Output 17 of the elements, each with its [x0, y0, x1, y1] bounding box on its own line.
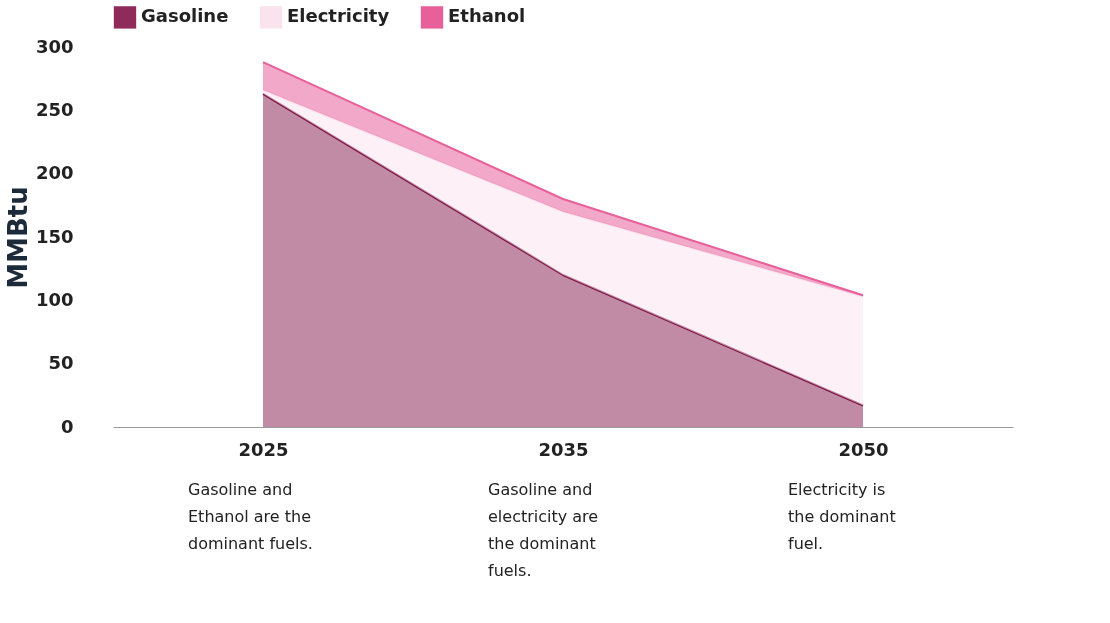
legend-label: Electricity — [287, 5, 390, 27]
x-tick-label: 2035 — [538, 438, 589, 460]
y-tick-label: 100 — [35, 288, 74, 310]
text: Gasoline and Ethanol are the dominant fuels. — [188, 480, 313, 553]
text: Gasoline and electricity are the dominant fuels. — [488, 480, 599, 580]
y-tick-label: 0 — [60, 415, 74, 437]
legend-label: Ethanol — [448, 5, 526, 27]
y-tick-label: 200 — [35, 162, 74, 184]
x-tick-label: 2025 — [238, 438, 289, 460]
text: Electricity is the dominant fuel. — [788, 480, 896, 553]
y-tick-label: 300 — [35, 35, 74, 57]
x-tick-label: 2050 — [838, 438, 889, 460]
y-axis-title: MMBtu — [2, 186, 33, 289]
y-tick-label: 250 — [35, 98, 74, 120]
legend-label: Gasoline — [141, 5, 229, 27]
y-tick-label: 50 — [48, 352, 74, 374]
y-tick-label: 150 — [35, 225, 74, 247]
